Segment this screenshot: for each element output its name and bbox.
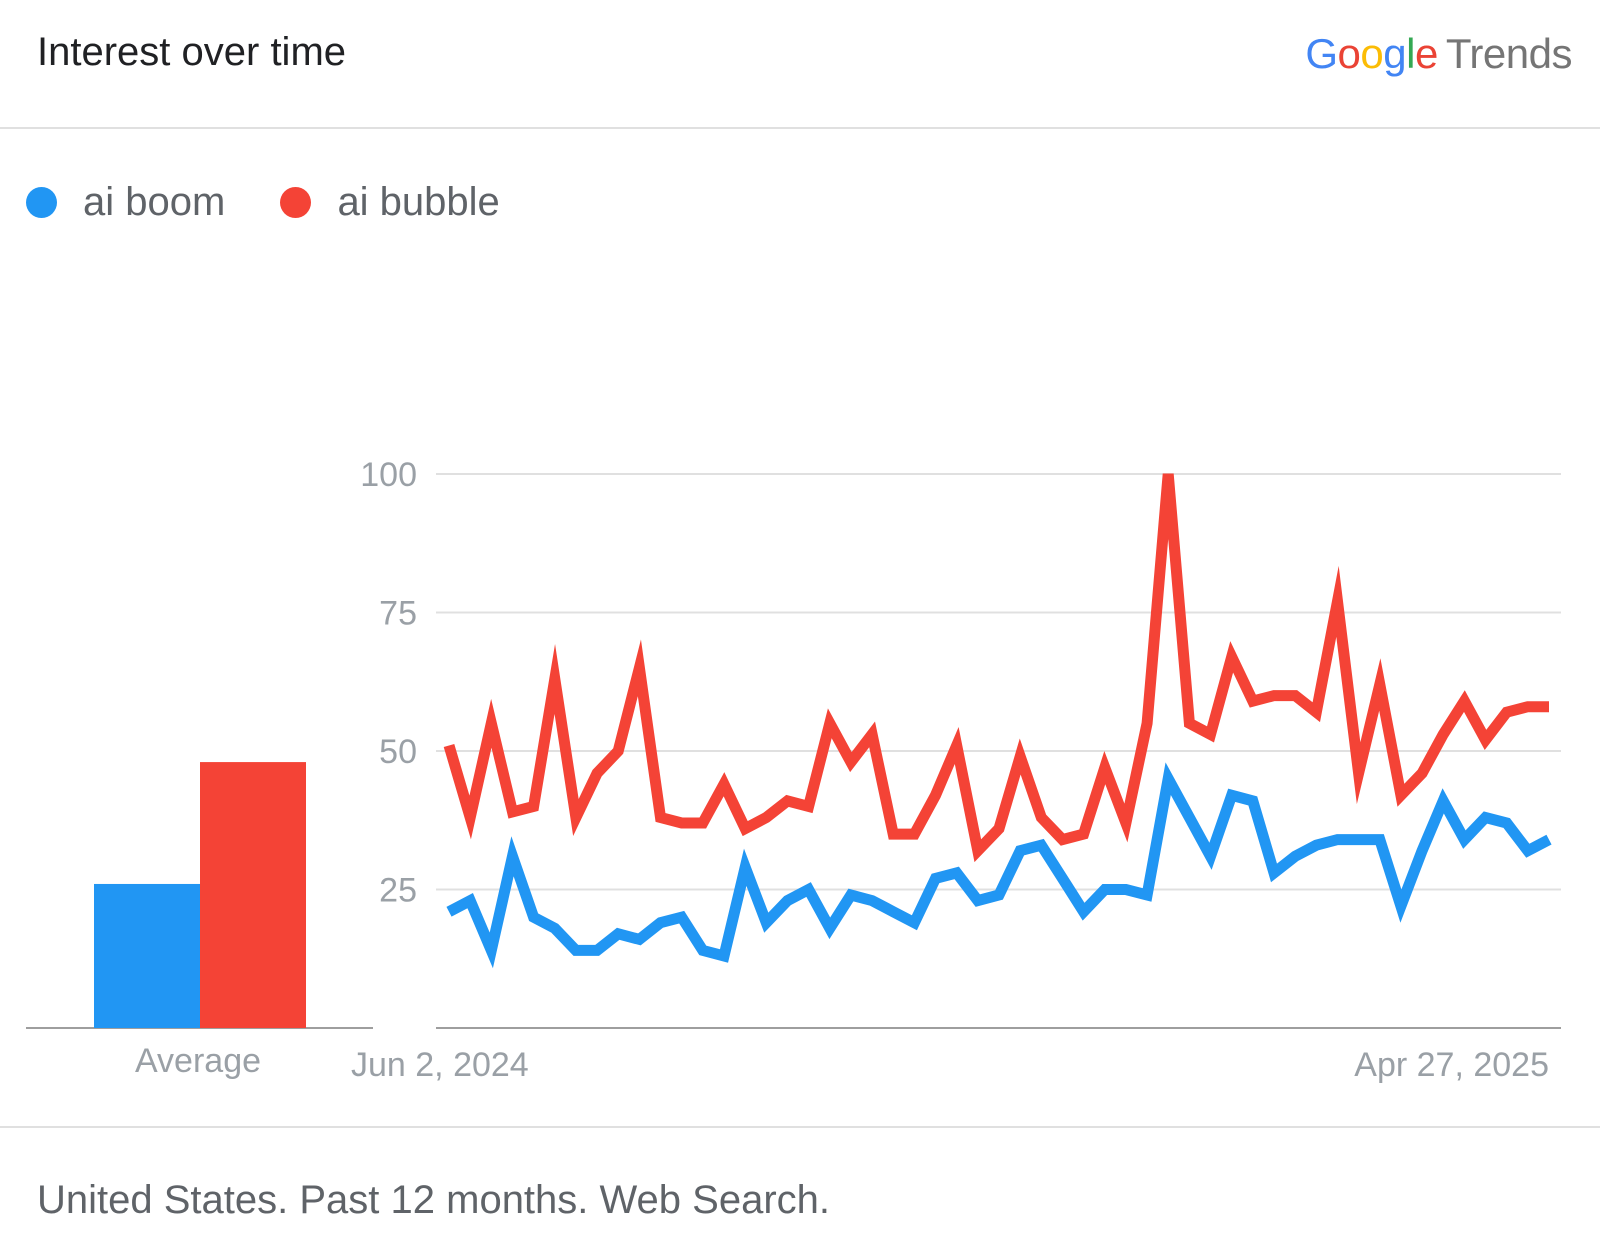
footer-divider xyxy=(0,1126,1600,1128)
legend-label: ai bubble xyxy=(337,180,500,224)
chart-title: Interest over time xyxy=(37,30,347,74)
y-tick-label: 25 xyxy=(379,872,417,910)
average-bar-ai-bubble xyxy=(200,762,306,1028)
footer-caption: United States. Past 12 months. Web Searc… xyxy=(37,1178,831,1222)
x-tick-label-average: Average xyxy=(135,1042,261,1080)
logo-trends-text: Trends xyxy=(1445,30,1573,77)
legend-item-ai-bubble[interactable]: ai bubble xyxy=(280,180,500,225)
legend: ai boom ai bubble xyxy=(26,180,544,228)
average-bar-ai-boom xyxy=(94,883,200,1028)
legend-label: ai boom xyxy=(83,180,226,224)
legend-dot-icon xyxy=(26,187,57,218)
y-tick-label: 50 xyxy=(379,733,417,771)
legend-item-ai-boom[interactable]: ai boom xyxy=(26,180,225,225)
series-line-ai-boom xyxy=(446,762,1552,969)
series-line-ai-bubble xyxy=(443,473,1549,863)
y-tick-label: 100 xyxy=(360,456,417,494)
google-trends-logo: Google Trends xyxy=(1305,30,1573,77)
x-tick-label-end: Apr 27, 2025 xyxy=(1354,1046,1549,1084)
y-tick-label: 75 xyxy=(379,595,417,633)
x-tick-label-start: Jun 2, 2024 xyxy=(351,1046,529,1084)
legend-dot-icon xyxy=(280,187,312,218)
chart-header: Interest over time Google Trends xyxy=(0,0,1600,129)
